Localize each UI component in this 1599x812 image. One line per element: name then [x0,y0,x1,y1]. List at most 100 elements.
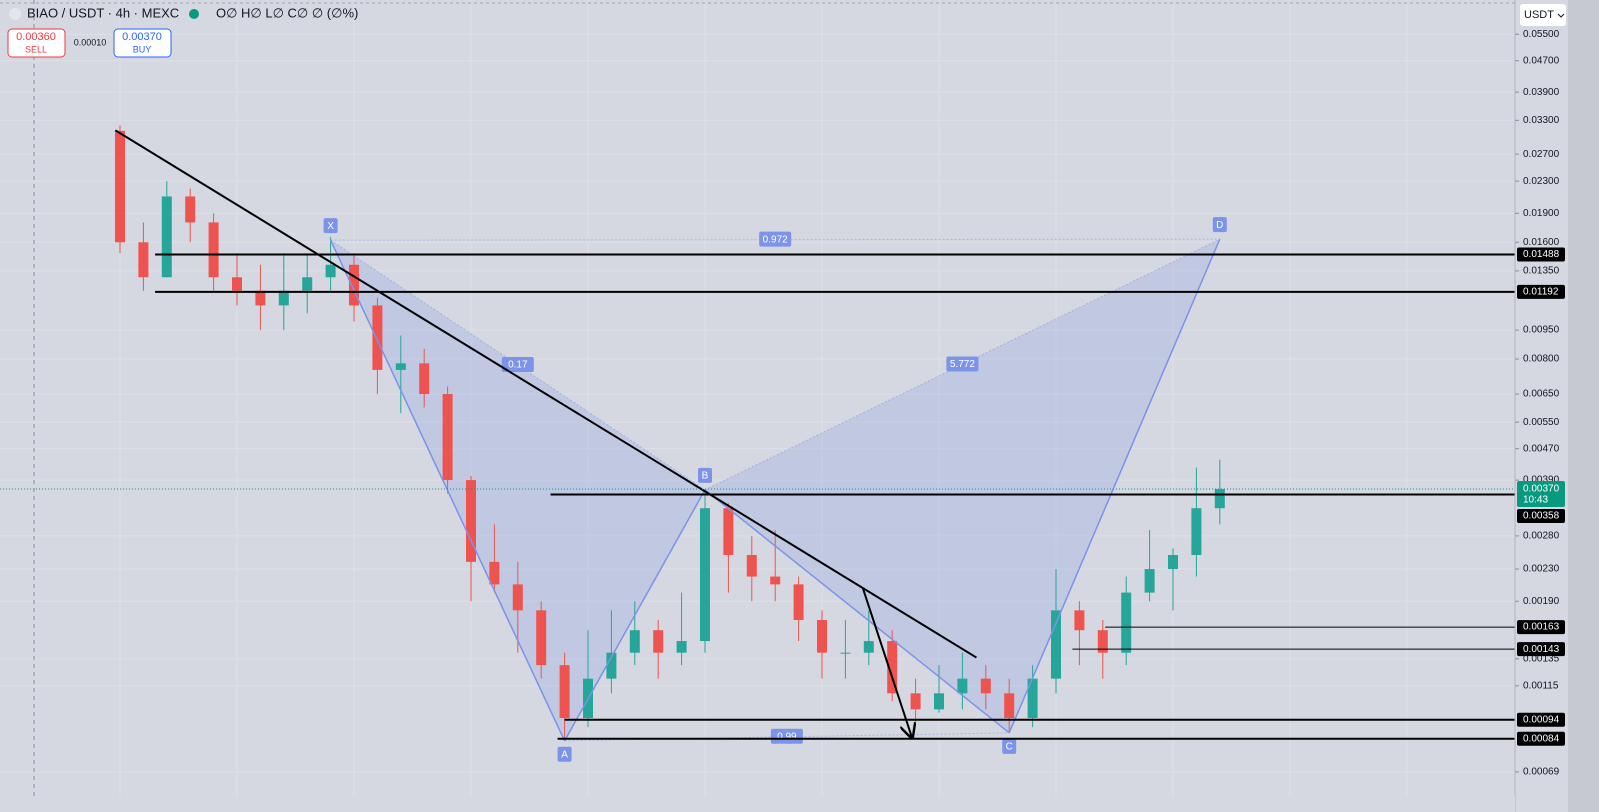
candle-body [255,290,266,306]
y-tick-label: 0.05500 [1523,29,1560,40]
buy-price[interactable]: 0.00370 [122,31,162,43]
status-dot [189,9,199,19]
currency-select[interactable] [1520,4,1566,26]
spread: 0.00010 [74,37,107,47]
y-tick-label: 0.03900 [1523,87,1560,98]
ohlc: O∅ H∅ L∅ C∅ ∅ (∅%) [216,5,358,20]
level-label: 0.01488 [1523,249,1560,260]
countdown: 10:43 [1523,495,1548,506]
y-tick-label: 0.01350 [1523,266,1560,277]
level-label: 0.00163 [1523,622,1560,633]
buy-button[interactable] [113,28,172,58]
level-badge [1517,620,1565,635]
trend-line [862,588,912,738]
candle-body [349,264,359,306]
buy-label[interactable]: BUY [133,44,152,54]
trend-line [114,129,977,659]
candle-body [302,277,313,291]
point-badge [698,467,712,483]
y-tick-label: 0.01600 [1523,237,1560,248]
candle-body [232,277,242,291]
y-tick-label: 0.00135 [1523,653,1560,664]
y-tick-label: 0.00069 [1523,767,1560,778]
level-label: 0.00094 [1523,714,1560,725]
price-axis [1515,0,1568,812]
ratio-line [704,238,1221,491]
point-badge [1212,217,1227,233]
candle-body [934,693,944,710]
level-label: 0.00143 [1523,644,1560,655]
candle-body [395,363,406,370]
pattern-leg [1008,238,1221,734]
candle-body [840,652,851,654]
candle-body [629,630,640,653]
pattern-leg [329,239,566,742]
candle-body [442,394,453,481]
candle-body [115,130,125,243]
candle-body [817,619,827,653]
candle-body [489,561,500,585]
point-label: A [561,749,568,760]
candle-body [325,264,336,278]
sell-label[interactable]: SELL [25,44,47,54]
candle-body [1027,678,1038,719]
level-badge [1517,642,1565,657]
currency[interactable]: USDT [1524,9,1554,21]
candle-body [466,480,476,562]
y-tick-label: 0.02300 [1523,176,1560,187]
ratio-label: 0.99 [777,731,797,742]
candle-body [1004,693,1015,719]
sell-price[interactable]: 0.00360 [16,31,56,43]
candle-body [793,584,804,620]
candle-body [1097,630,1108,653]
y-tick-label: 0.01900 [1523,208,1560,219]
candle-body [1214,488,1225,509]
pattern-area [705,239,1220,733]
level-label: 0.01192 [1523,287,1559,298]
y-tick-label: 0.00550 [1523,417,1560,428]
ratio-label: 0.17 [508,360,528,371]
plot-area [0,0,1515,796]
candle-body [653,630,664,653]
candle-body [278,290,289,306]
sell-button[interactable] [7,28,66,58]
candle-body [980,678,991,694]
candle-body [1074,610,1085,631]
y-tick-label: 0.00650 [1523,389,1560,400]
level-badge [1517,247,1565,262]
level-badge [1517,284,1565,299]
y-tick-label: 0.00115 [1523,680,1559,691]
candle-body [419,363,430,395]
ratio-badge [770,728,803,744]
candle-body [770,576,781,585]
y-tick-label: 0.03300 [1523,115,1560,126]
dropdown-caret [1557,13,1565,18]
y-tick-label: 0.00230 [1523,564,1560,575]
y-tick-label: 0.00470 [1523,443,1560,454]
ratio-badge [759,231,792,247]
candle-body [676,641,687,653]
candle-body [138,242,149,278]
y-tick-label: 0.00390 [1523,475,1560,486]
candle-body [208,222,219,278]
y-tick-label: 0.04700 [1523,55,1560,66]
point-label: D [1216,220,1223,231]
pattern-leg [704,489,1010,734]
level-badge [1517,508,1565,523]
symbol[interactable]: BIAO / USDT · 4h · MEXC [27,5,179,20]
point-label: C [1006,741,1013,752]
last-price-badge [1517,480,1565,507]
candle-body [372,305,383,370]
candle-body [1191,508,1202,556]
point-badge [557,746,572,762]
candle-body [746,555,757,577]
y-tick-label: 0.00280 [1523,531,1560,542]
candle-body [957,678,968,694]
point-badge [323,218,338,234]
y-tick-label: 0.00190 [1523,596,1560,607]
candle-body [910,693,921,710]
candle-body [887,641,898,694]
candle-body [536,610,547,666]
